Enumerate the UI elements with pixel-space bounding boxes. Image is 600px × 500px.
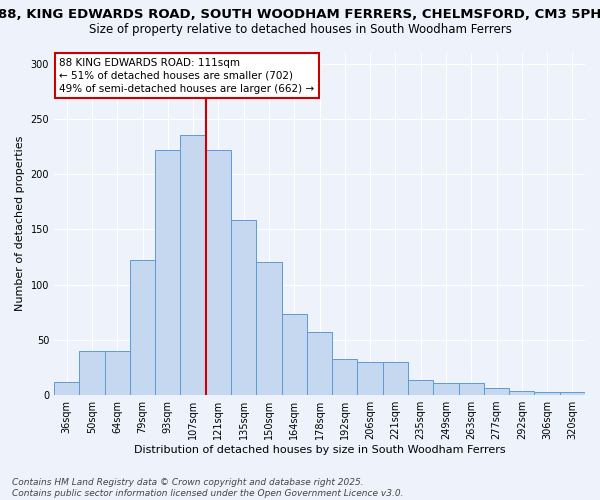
Bar — [560, 392, 585, 395]
Text: Contains HM Land Registry data © Crown copyright and database right 2025.
Contai: Contains HM Land Registry data © Crown c… — [12, 478, 404, 498]
X-axis label: Distribution of detached houses by size in South Woodham Ferrers: Distribution of detached houses by size … — [134, 445, 505, 455]
Bar — [54, 382, 79, 395]
Bar — [408, 380, 433, 395]
Bar — [535, 392, 560, 395]
Text: 88 KING EDWARDS ROAD: 111sqm
← 51% of detached houses are smaller (702)
49% of s: 88 KING EDWARDS ROAD: 111sqm ← 51% of de… — [59, 58, 314, 94]
Bar — [281, 314, 307, 395]
Bar — [307, 332, 332, 395]
Bar — [181, 136, 206, 395]
Bar — [104, 351, 130, 395]
Bar — [256, 262, 281, 395]
Bar — [433, 383, 458, 395]
Bar — [509, 390, 535, 395]
Y-axis label: Number of detached properties: Number of detached properties — [15, 136, 25, 312]
Bar — [332, 358, 358, 395]
Bar — [155, 150, 181, 395]
Bar — [206, 150, 231, 395]
Bar — [79, 351, 104, 395]
Bar — [383, 362, 408, 395]
Bar — [231, 220, 256, 395]
Bar — [484, 388, 509, 395]
Bar — [458, 383, 484, 395]
Text: 88, KING EDWARDS ROAD, SOUTH WOODHAM FERRERS, CHELMSFORD, CM3 5PH: 88, KING EDWARDS ROAD, SOUTH WOODHAM FER… — [0, 8, 600, 20]
Bar — [130, 260, 155, 395]
Text: Size of property relative to detached houses in South Woodham Ferrers: Size of property relative to detached ho… — [89, 22, 511, 36]
Bar — [358, 362, 383, 395]
